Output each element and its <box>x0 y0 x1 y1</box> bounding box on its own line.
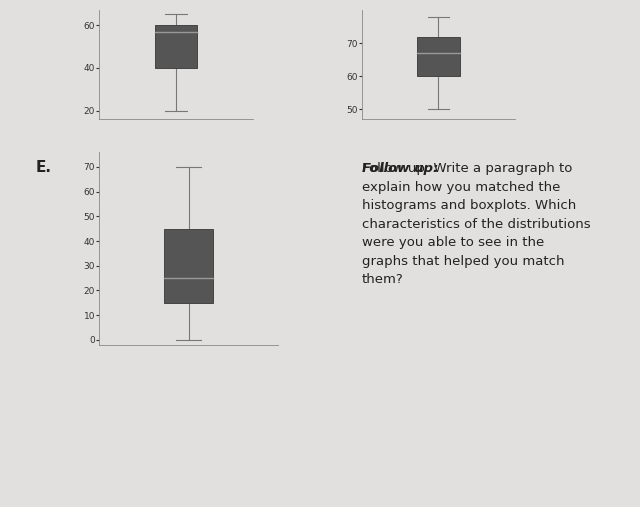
Text: E.: E. <box>35 160 51 175</box>
Text: Follow up: Write a paragraph to
explain how you matched the
histograms and boxpl: Follow up: Write a paragraph to explain … <box>362 162 590 286</box>
Bar <box>417 37 460 76</box>
Bar <box>155 25 197 68</box>
Bar <box>164 229 214 303</box>
Text: Follow up:: Follow up: <box>362 162 438 175</box>
